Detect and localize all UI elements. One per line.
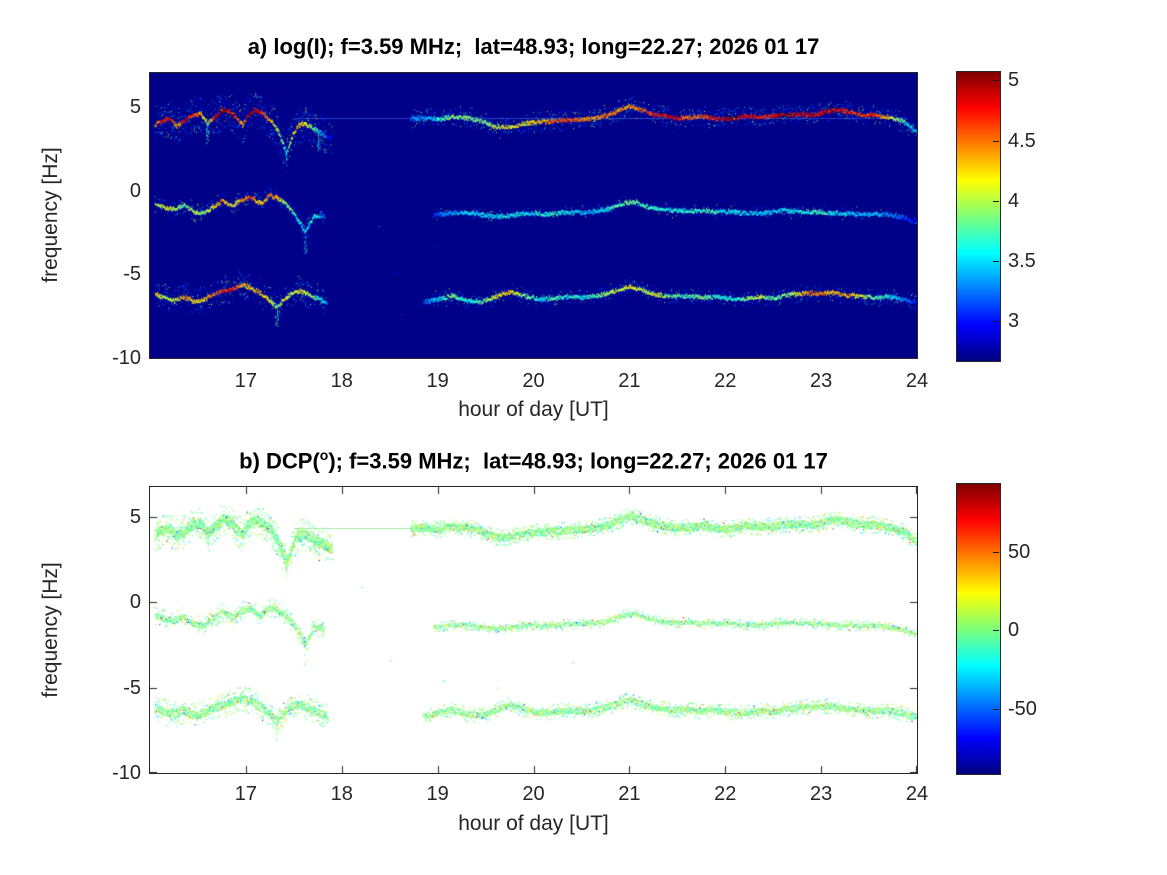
panel-b-plot-area xyxy=(149,486,918,774)
panel-a-title: a) log(I); f=3.59 MHz; lat=48.93; long=2… xyxy=(247,34,820,59)
panel-a-plot-canvas xyxy=(150,73,917,358)
x-tick-label-21: 21 xyxy=(618,370,641,392)
colorbar-tick-mark-0 xyxy=(993,630,999,632)
y-tick-label-0: 0 xyxy=(129,179,141,202)
panel-b-ylabel: frequency [Hz] xyxy=(39,562,62,698)
colorbar-tick-label-0: 0 xyxy=(1008,619,1020,642)
x-tick-label-18: 18 xyxy=(330,783,353,805)
panel-b-title: b) DCP(o); f=3.59 MHz; lat=48.93; long=2… xyxy=(150,447,917,474)
x-tick-label-20: 20 xyxy=(522,370,545,392)
y-tick-label--10: -10 xyxy=(112,347,141,369)
panel-a-xlabel: hour of day [UT] xyxy=(458,398,609,421)
y-tick-label--5: -5 xyxy=(123,263,141,286)
y-tick-label--10: -10 xyxy=(112,762,141,784)
colorbar-tick-mark-5 xyxy=(993,80,999,82)
panel-b-title-degree-sup: o xyxy=(319,447,329,463)
colorbar-tick-label--50: -50 xyxy=(1008,697,1037,720)
panel-b-title-prefix: b) DCP( xyxy=(239,448,320,474)
panel-b-xlabel: hour of day [UT] xyxy=(458,812,609,835)
x-tick-label-22: 22 xyxy=(714,370,737,392)
y-tick-label-5: 5 xyxy=(129,96,141,119)
colorbar-tick-label-3.5: 3.5 xyxy=(1008,250,1036,273)
panel-b-colorbar xyxy=(956,483,1001,775)
x-tick-label-20: 20 xyxy=(522,783,545,805)
colorbar-tick-label-4: 4 xyxy=(1008,189,1020,212)
panel-a-colorbar xyxy=(956,71,1001,362)
y-tick-label-5: 5 xyxy=(129,506,141,529)
panel-b-plot-canvas xyxy=(150,487,917,773)
x-tick-label-19: 19 xyxy=(426,370,449,392)
colorbar-tick-mark-3.5 xyxy=(993,261,999,263)
colorbar-tick-mark-50 xyxy=(993,551,999,553)
x-tick-label-23: 23 xyxy=(810,783,833,805)
x-tick-label-18: 18 xyxy=(330,370,353,392)
colorbar-tick-mark-4 xyxy=(993,200,999,202)
panel-a-plot-area xyxy=(149,72,918,359)
x-tick-label-24: 24 xyxy=(905,783,929,805)
colorbar-tick-label-3: 3 xyxy=(1008,310,1020,333)
x-tick-label-17: 17 xyxy=(234,370,257,392)
x-tick-label-19: 19 xyxy=(426,783,449,805)
x-tick-label-24: 24 xyxy=(905,370,929,392)
y-tick-label--5: -5 xyxy=(123,676,141,699)
y-tick-label-0: 0 xyxy=(129,591,141,614)
x-tick-label-17: 17 xyxy=(234,783,257,805)
colorbar-tick-mark-3 xyxy=(993,321,999,323)
colorbar-tick-mark--50 xyxy=(993,708,999,710)
colorbar-tick-label-5: 5 xyxy=(1008,69,1020,92)
colorbar-tick-mark-4.5 xyxy=(993,140,999,142)
panel-a-ylabel: frequency [Hz] xyxy=(39,147,62,283)
panel-b-title-suffix: ); f=3.59 MHz; lat=48.93; long=22.27; 20… xyxy=(328,448,828,474)
x-tick-label-22: 22 xyxy=(714,783,737,805)
x-tick-label-21: 21 xyxy=(618,783,641,805)
x-tick-label-23: 23 xyxy=(810,370,833,392)
colorbar-tick-label-50: 50 xyxy=(1008,540,1031,563)
colorbar-tick-label-4.5: 4.5 xyxy=(1008,129,1036,152)
